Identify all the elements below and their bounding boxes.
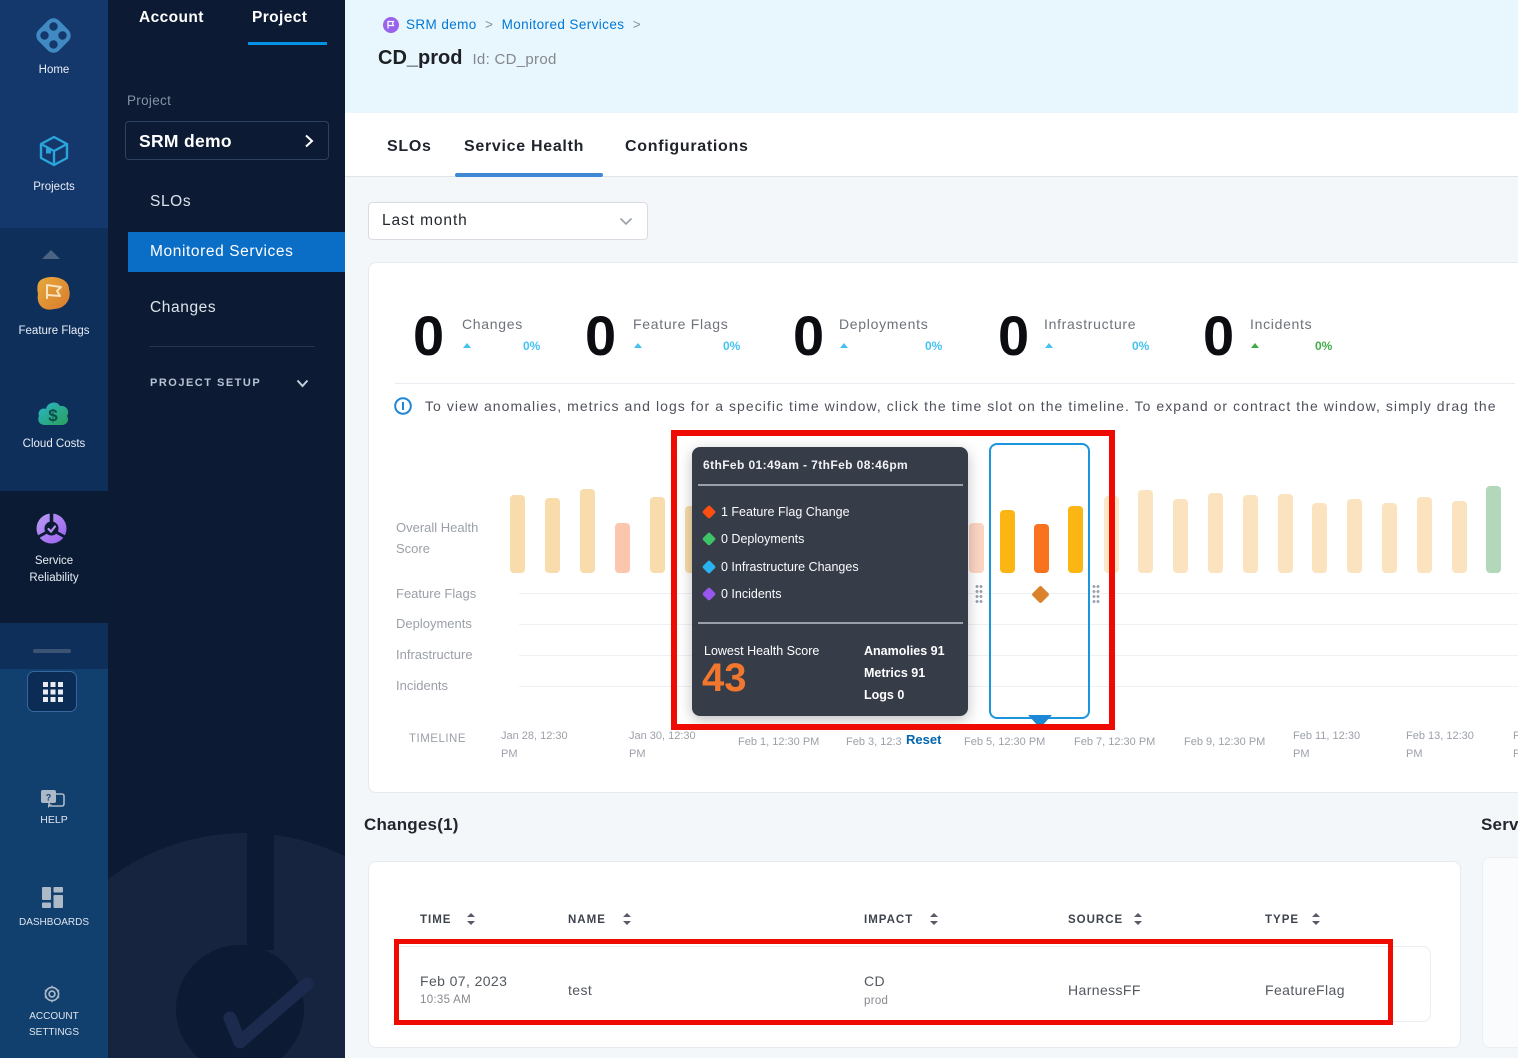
svg-text:$: $ [48, 406, 58, 425]
svg-text:?: ? [46, 793, 52, 803]
